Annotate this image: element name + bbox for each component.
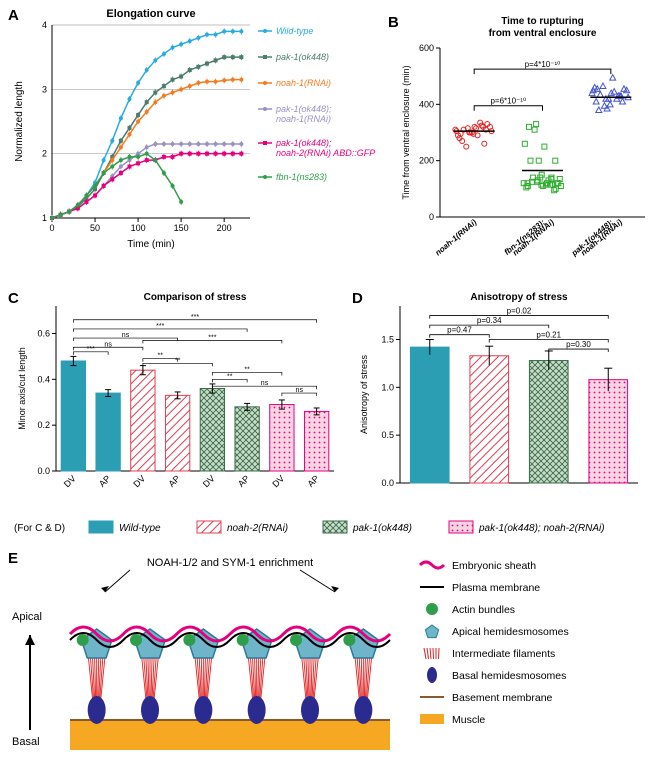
svg-text:from ventral enclosure: from ventral enclosure [489,28,597,39]
svg-text:fbn-1(ns283): fbn-1(ns283) [276,172,327,182]
svg-text:**: ** [158,353,164,360]
svg-text:p=0.34: p=0.34 [477,316,502,325]
svg-text:Actin bundles: Actin bundles [452,604,515,616]
svg-text:pak-1(ok448);: pak-1(ok448); [275,104,332,114]
svg-text:150: 150 [174,223,189,233]
svg-text:p=0.47: p=0.47 [447,326,472,335]
svg-text:2: 2 [42,149,47,159]
svg-text:1.5: 1.5 [381,334,394,344]
panel-c-chart: Comparison of stress 0.0 0.2 0.4 0.6 Minor ax… [12,290,342,505]
svg-text:Apical: Apical [12,611,42,623]
svg-text:ns: ns [296,387,304,394]
legend-cd: (For C & D) Wild-type noah-2(RNAi) pak-1(ok… [0,513,655,543]
svg-text:DV: DV [270,473,286,489]
panel-a-chart: Elongation curve 1 2 3 4 0 50 100 150 200 Time (mi… [10,5,380,250]
svg-text:Embryonic sheath: Embryonic sheath [452,560,536,572]
svg-text:DV: DV [131,473,147,489]
svg-text:0.4: 0.4 [37,374,50,384]
svg-text:pak-1(ok448): pak-1(ok448) [275,52,329,62]
svg-text:3: 3 [42,84,47,94]
svg-text:Normalized length: Normalized length [14,81,25,162]
panel-b-chart: Time to rupturingfrom ventral enclosure 0… [398,14,653,259]
svg-text:Wild-type: Wild-type [119,523,161,534]
svg-text:***: *** [191,314,199,321]
svg-text:0.6: 0.6 [37,329,50,339]
svg-text:***: *** [156,323,164,330]
svg-text:Time to rupturing: Time to rupturing [501,16,584,27]
svg-text:200: 200 [419,156,434,166]
svg-text:noah-2(RNAi): noah-2(RNAi) [227,523,288,534]
panel-e-diagram: NOAH-1/2 and SYM-1 enrichment Apical Basal… [0,550,655,765]
svg-text:**: ** [244,366,250,373]
svg-text:Basal hemidesmosomes: Basal hemidesmosomes [452,670,566,682]
svg-text:***: *** [208,334,216,341]
svg-text:pak-1(ok448): pak-1(ok448) [352,523,412,534]
svg-text:0: 0 [429,212,434,222]
svg-text:AP: AP [236,473,252,489]
svg-text:noah-1(RNAi): noah-1(RNAi) [276,114,331,124]
svg-text:p=0.02: p=0.02 [507,307,532,316]
svg-text:**: ** [227,373,233,380]
svg-text:Minor axis/cut length: Minor axis/cut length [17,347,27,430]
svg-text:1.0: 1.0 [381,382,394,392]
svg-text:Apical hemidesmosomes: Apical hemidesmosomes [452,626,569,638]
svg-text:Wild-type: Wild-type [276,26,313,36]
svg-text:4: 4 [42,20,47,30]
svg-text:AP: AP [166,473,182,489]
svg-text:DV: DV [62,473,78,489]
svg-text:0.5: 0.5 [381,430,394,440]
svg-text:0.2: 0.2 [37,420,50,430]
svg-text:noah-1(RNAi): noah-1(RNAi) [276,78,331,88]
svg-text:Basal: Basal [12,736,40,748]
svg-text:Anisotropy of stress: Anisotropy of stress [470,292,568,303]
panel-d-chart: Anisotropy of stress 0.0 0.5 1.0 1.5 Anisotro… [352,290,650,505]
svg-text:Comparison of stress: Comparison of stress [144,292,247,303]
svg-text:p=0.30: p=0.30 [566,340,591,349]
svg-text:pak-1(ok448); noah-2(RNAi): pak-1(ok448); noah-2(RNAi) [478,523,605,534]
svg-text:Muscle: Muscle [452,714,485,726]
svg-text:DV: DV [201,473,217,489]
svg-text:Intermediate filaments: Intermediate filaments [452,648,555,660]
svg-text:Elongation curve: Elongation curve [106,8,195,20]
svg-text:noah-2(RNAi) ABD::GFP: noah-2(RNAi) ABD::GFP [276,148,375,158]
svg-text:100: 100 [131,223,146,233]
svg-text:Basement membrane: Basement membrane [452,692,553,704]
svg-text:AP: AP [305,473,321,489]
svg-text:noah-1(RNAi): noah-1(RNAi) [434,217,479,257]
svg-text:**: ** [175,357,181,364]
svg-text:Time (min): Time (min) [127,239,174,250]
svg-text:p=4*10⁻¹⁰: p=4*10⁻¹⁰ [525,60,561,69]
svg-text:0.0: 0.0 [37,466,50,476]
svg-text:Plasma membrane: Plasma membrane [452,582,540,594]
svg-text:(For C & D): (For C & D) [14,523,65,534]
svg-text:ns: ns [104,341,112,348]
svg-text:Time from ventral enclosure (m: Time from ventral enclosure (min) [401,65,411,199]
svg-text:0: 0 [49,223,54,233]
svg-text:600: 600 [419,43,434,53]
svg-text:400: 400 [419,99,434,109]
svg-text:p=0.21: p=0.21 [536,330,561,339]
svg-text:p=6*10⁻¹⁰: p=6*10⁻¹⁰ [490,97,526,106]
svg-text:AP: AP [97,473,113,489]
svg-text:1: 1 [42,213,47,223]
svg-text:pak-1(ok448);: pak-1(ok448); [569,217,615,258]
svg-text:***: *** [87,346,95,353]
svg-text:NOAH-1/2 and SYM-1 enrichment: NOAH-1/2 and SYM-1 enrichment [147,557,313,569]
svg-text:pak-1(ok448);: pak-1(ok448); [275,138,332,148]
svg-text:200: 200 [217,223,232,233]
svg-text:ns: ns [122,332,130,339]
svg-text:50: 50 [90,223,100,233]
svg-text:ns: ns [261,380,269,387]
svg-text:Anisotropy of stress: Anisotropy of stress [359,354,369,434]
svg-text:0.0: 0.0 [381,478,394,488]
